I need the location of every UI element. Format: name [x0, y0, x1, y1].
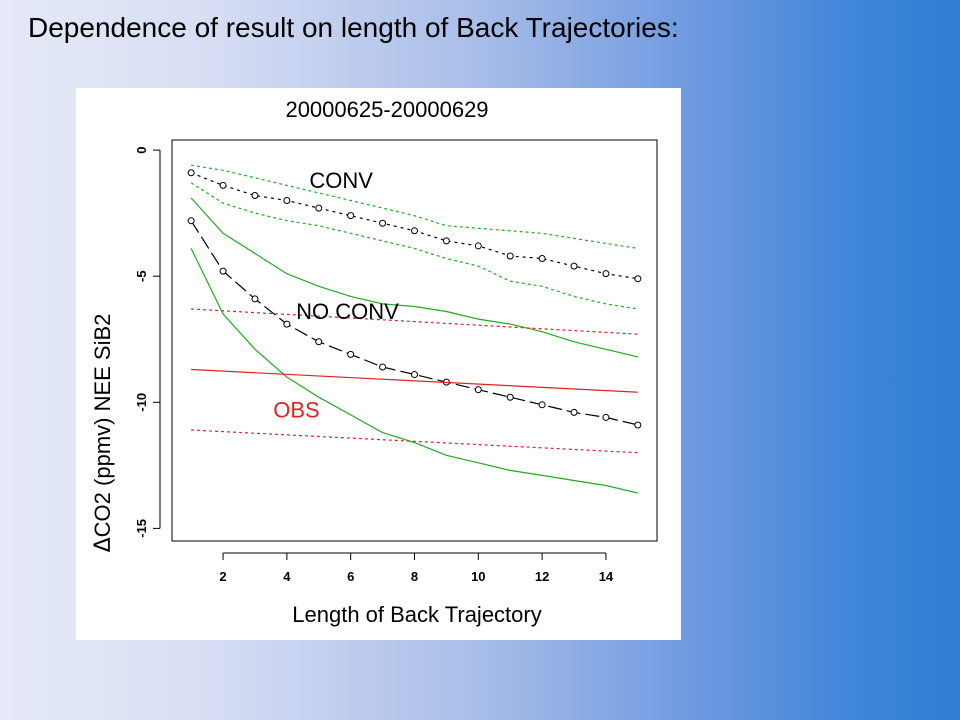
y-axis: 0 -5 -10 -15: [134, 146, 161, 538]
x-tick-label: 14: [599, 569, 614, 584]
data-point: [602, 413, 610, 421]
data-point: [538, 401, 546, 409]
series-line-obs-lower: [191, 429, 638, 454]
series-line-noconv-upper: [190, 197, 639, 358]
y-tick-label: -5: [134, 270, 149, 282]
data-point: [315, 204, 323, 212]
data-point: [315, 338, 323, 346]
slide-title: Dependence of result on length of Back T…: [28, 12, 679, 43]
series-line-noconv-lower: [190, 248, 639, 494]
data-point: [474, 386, 482, 394]
y-tick-label: -10: [134, 393, 149, 412]
annotation-label: NO CONV: [296, 299, 399, 324]
series-line-conv-upper: [191, 164, 638, 249]
data-point: [219, 181, 227, 189]
x-tick-label: 12: [535, 569, 549, 584]
data-point: [570, 262, 578, 270]
data-point: [474, 242, 482, 250]
data-point: [442, 237, 450, 245]
data-point: [283, 197, 291, 205]
chart-svg: 20000625-20000629 0 -5 -10 -15 2 4 6 8 10 12 14 C…: [90, 97, 658, 627]
data-point: [347, 350, 355, 358]
y-axis-label-delta: Δ: [91, 537, 116, 552]
data-point: [251, 295, 259, 303]
data-point: [251, 191, 259, 199]
x-tick-label: 4: [283, 569, 291, 584]
data-point: [506, 393, 514, 401]
data-point: [187, 169, 195, 177]
data-point: [538, 255, 546, 263]
chart-panel: 20000625-20000629 0 -5 -10 -15 2 4 6 8 10 12 14 C…: [76, 88, 681, 640]
data-point: [219, 267, 227, 275]
x-tick-label: 10: [471, 569, 485, 584]
x-tick-label: 6: [347, 569, 354, 584]
y-axis-label-text: CO2 (ppmv) NEE SiB2: [90, 314, 115, 538]
data-point: [634, 421, 642, 429]
x-tick-label: 2: [219, 569, 226, 584]
x-tick-label: 8: [411, 569, 418, 584]
data-point: [379, 363, 387, 371]
y-axis-label: ΔCO2 (ppmv) NEE SiB2: [90, 314, 116, 553]
data-point: [570, 408, 578, 416]
data-point: [411, 227, 418, 235]
plot-frame: [171, 139, 658, 542]
series-line-conv-lower: [190, 182, 638, 310]
data-point: [506, 252, 514, 260]
data-point: [283, 320, 291, 328]
series-line-noconv-mean: [190, 220, 639, 426]
y-tick-label: 0: [134, 146, 149, 153]
series-line-obs-upper: [191, 308, 638, 335]
series-layer: [187, 164, 642, 494]
data-point: [347, 212, 355, 220]
chart-title: 20000625-20000629: [285, 97, 488, 122]
annotation-label: CONV: [309, 168, 373, 193]
annotation-label: OBS: [273, 397, 319, 422]
data-point: [634, 275, 642, 283]
data-point: [602, 270, 610, 278]
x-axis: 2 4 6 8 10 12 14: [219, 552, 614, 584]
series-line-obs-mean: [191, 368, 638, 393]
y-tick-label: -15: [134, 519, 149, 538]
x-axis-label: Length of Back Trajectory: [292, 602, 541, 627]
annotation-layer: CONV NO CONV OBS: [273, 168, 399, 423]
data-point: [411, 371, 418, 379]
data-point: [379, 219, 387, 227]
series-line-conv-mean: [190, 172, 638, 280]
data-point: [187, 217, 195, 225]
